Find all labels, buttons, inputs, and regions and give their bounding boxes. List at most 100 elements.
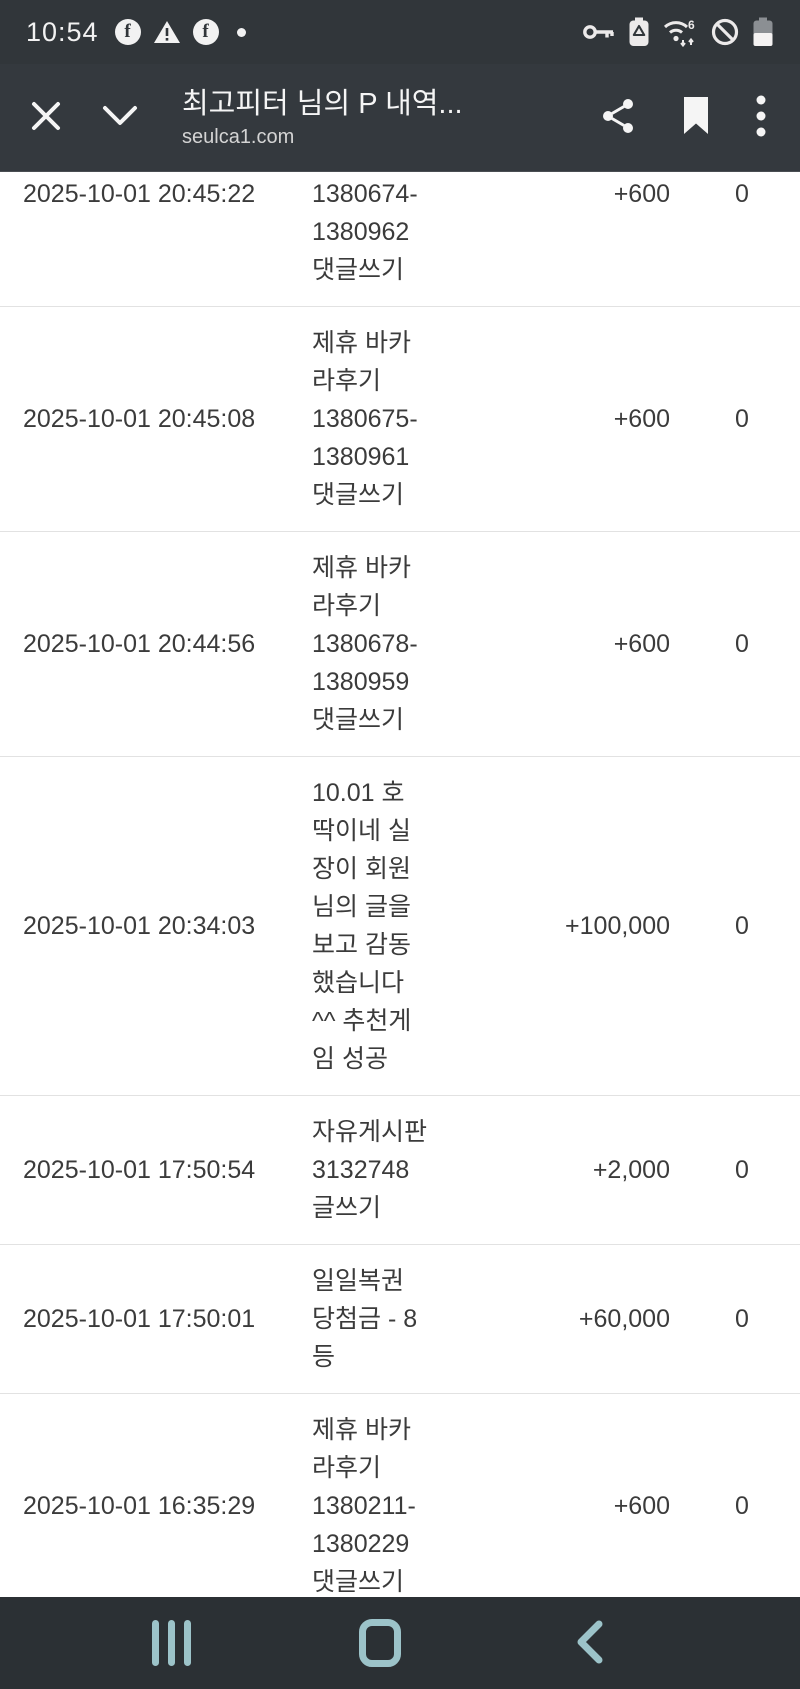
row-balance: 0 (735, 405, 749, 433)
status-bar: 10:54 f f 6 (0, 0, 800, 64)
status-right-icons: 6 (582, 17, 774, 47)
row-balance: 0 (735, 1305, 749, 1333)
description-line: 1380962 (312, 218, 410, 246)
description-line: 장이 회원 (312, 855, 411, 883)
description-line: 댓글쓰기 (312, 1568, 405, 1596)
row-amount: +600 (613, 405, 670, 433)
description-line: 1380675- (312, 405, 418, 433)
page-title: 최고피터 님의 P 내역... (182, 87, 463, 120)
svg-text:6: 6 (688, 18, 695, 32)
description-line: 1380678- (312, 630, 418, 658)
description-line: 1380961 (312, 443, 410, 471)
row-datetime: 2025-10-01 17:50:54 (23, 1156, 256, 1184)
battery-saver-icon (628, 17, 650, 47)
facebook-icon: f (114, 19, 141, 45)
row-datetime: 2025-10-01 17:50:01 (23, 1305, 256, 1333)
description-line: 1380211- (312, 1492, 416, 1520)
row-datetime: 2025-10-01 20:45:22 (23, 180, 256, 208)
android-nav-bar (0, 1597, 800, 1689)
share-button[interactable] (600, 97, 636, 138)
bookmark-button[interactable] (680, 97, 712, 138)
status-left-icons: f f (114, 19, 246, 45)
no-signal-icon (710, 17, 740, 47)
row-description: 1380674- 1380962 댓글쓰기 (312, 175, 445, 289)
row-amount: +60,000 (578, 1305, 670, 1333)
description-line: 제휴 바카 (312, 329, 411, 357)
description-line: 1380229 (312, 1530, 410, 1558)
description-line: 라후기 (312, 1454, 382, 1482)
page-title-block: 최고피터 님의 P 내역... seulca1.com (182, 86, 586, 150)
description-line: 글쓰기 (312, 1194, 382, 1222)
close-button[interactable] (26, 98, 66, 138)
description-line: 1380674- (312, 180, 418, 208)
description-line: 라후기 (312, 592, 382, 620)
description-line: 댓글쓰기 (312, 481, 405, 509)
history-table[interactable]: 2025-10-01 20:45:22 1380674- 1380962 댓글쓰기 … (0, 172, 800, 1597)
description-line: 등 (312, 1343, 336, 1371)
description-line: 제휴 바카 (312, 1416, 411, 1444)
description-line: 자유게시판 (312, 1118, 428, 1146)
description-line: 3132748 (312, 1156, 410, 1184)
description-line: 제휴 바카 (312, 554, 411, 582)
table-row: 2025-10-01 20:34:03 10.01 호 딱이네 실 장이 회원 님의 … (0, 757, 800, 1096)
row-balance: 0 (735, 912, 749, 940)
recents-button[interactable] (149, 1615, 193, 1671)
row-balance: 0 (735, 1156, 749, 1184)
browser-header: 최고피터 님의 P 내역... seulca1.com (0, 64, 800, 172)
description-line: 라후기 (312, 367, 382, 395)
description-line: 보고 감동 (312, 931, 411, 959)
description-line: 댓글쓰기 (312, 706, 405, 734)
table-row: 2025-10-01 17:50:54 자유게시판 3132748 글쓰기 +2,0… (0, 1096, 800, 1245)
vpn-key-icon (582, 21, 616, 43)
row-amount: +600 (613, 1492, 670, 1520)
row-amount: +100,000 (565, 912, 670, 940)
warning-icon (153, 19, 181, 45)
row-balance: 0 (735, 180, 749, 208)
page-url: seulca1.com (182, 125, 295, 148)
collapse-button[interactable] (100, 98, 140, 138)
back-icon (574, 1618, 604, 1669)
chevron-down-icon (101, 104, 139, 131)
notification-dot (236, 27, 246, 37)
row-description: 자유게시판 3132748 글쓰기 (312, 1113, 445, 1227)
description-line: 일일복권 (312, 1267, 405, 1295)
kebab-menu-icon (756, 95, 766, 140)
home-button[interactable] (358, 1615, 402, 1671)
bookmark-icon (680, 97, 712, 138)
close-icon (29, 99, 63, 136)
share-icon (600, 97, 636, 138)
back-button[interactable] (567, 1615, 611, 1671)
description-line: 댓글쓰기 (312, 256, 405, 284)
wifi-6-icon: 6 (662, 17, 698, 47)
row-datetime: 2025-10-01 20:34:03 (23, 912, 256, 940)
clock: 10:54 (26, 16, 99, 47)
table-row: 2025-10-01 20:45:22 1380674- 1380962 댓글쓰기 … (0, 172, 800, 307)
home-icon (359, 1619, 401, 1667)
row-datetime: 2025-10-01 16:35:29 (23, 1492, 256, 1520)
row-amount: +600 (613, 630, 670, 658)
row-description: 10.01 호 딱이네 실 장이 회원 님의 글을 보고 감동 했습니다 ^^ 추천게 임 성… (312, 774, 445, 1078)
description-line: 임 성공 (312, 1045, 388, 1073)
description-line: 했습니다 (312, 969, 405, 997)
description-line: 10.01 호 (312, 779, 405, 807)
description-line: 당첨금 - 8 (312, 1305, 418, 1333)
recents-icon (151, 1620, 191, 1666)
facebook-icon: f (192, 19, 219, 45)
description-line: ^^ 추천게 (312, 1007, 412, 1035)
row-datetime: 2025-10-01 20:44:56 (23, 630, 256, 658)
row-amount: +600 (613, 180, 670, 208)
row-balance: 0 (735, 630, 749, 658)
description-line: 1380959 (312, 668, 410, 696)
menu-button[interactable] (756, 95, 766, 140)
description-line: 님의 글을 (312, 893, 411, 921)
row-datetime: 2025-10-01 20:45:08 (23, 405, 256, 433)
